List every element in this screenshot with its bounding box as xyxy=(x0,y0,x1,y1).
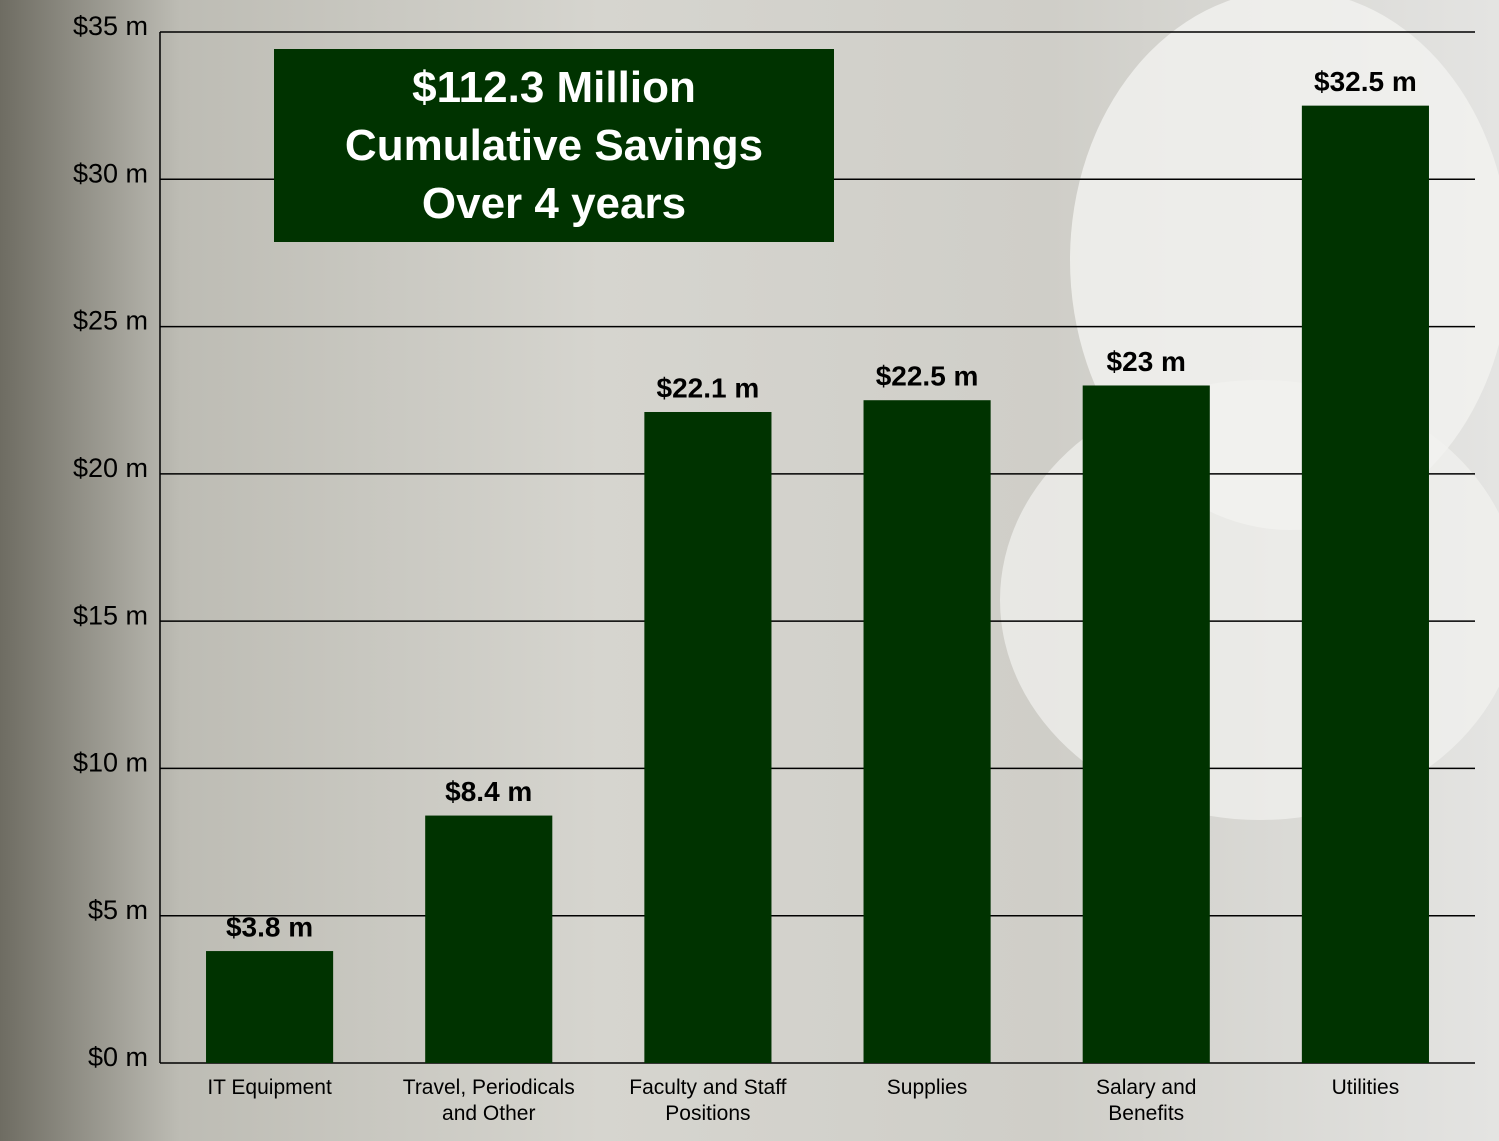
chart-title: $112.3 Million Cumulative Savings Over 4… xyxy=(274,49,834,242)
x-tick-label: IT Equipment xyxy=(207,1076,332,1099)
y-tick-label: $25 m xyxy=(73,306,148,336)
bar xyxy=(206,951,334,1063)
value-label: $8.4 m xyxy=(445,776,532,807)
y-tick-label: $5 m xyxy=(88,895,148,925)
value-label: $3.8 m xyxy=(226,911,313,942)
y-tick-label: $20 m xyxy=(73,453,148,483)
x-tick-label: Faculty and Staff Positions xyxy=(629,1076,787,1125)
bar xyxy=(425,815,553,1063)
value-label: $22.1 m xyxy=(657,372,760,403)
y-tick-label: $30 m xyxy=(73,158,148,188)
y-tick-label: $15 m xyxy=(73,600,148,630)
value-label: $32.5 m xyxy=(1314,66,1417,97)
x-tick-label: Utilities xyxy=(1331,1076,1400,1099)
y-tick-label: $35 m xyxy=(73,11,148,41)
y-tick-label: $0 m xyxy=(88,1042,148,1072)
value-label: $22.5 m xyxy=(876,361,979,392)
x-tick-label: Travel, Periodicals and Other xyxy=(402,1076,575,1125)
bar xyxy=(1082,385,1210,1063)
bar xyxy=(1301,105,1429,1063)
bar xyxy=(863,400,991,1063)
value-label: $23 m xyxy=(1107,346,1186,377)
x-tick-label: Supplies xyxy=(886,1076,968,1099)
x-tick-label: Salary and Benefits xyxy=(1096,1076,1197,1125)
y-tick-label: $10 m xyxy=(73,748,148,778)
bar xyxy=(644,411,772,1063)
